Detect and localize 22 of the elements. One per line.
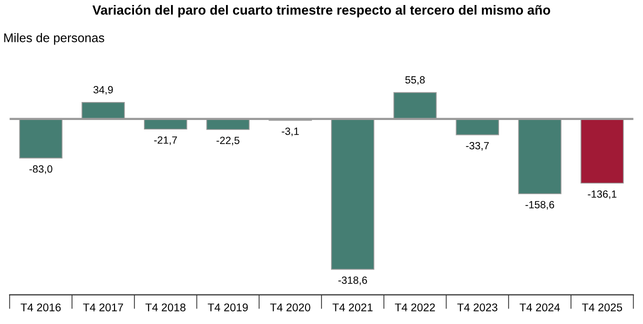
x-tick-label: T4 2017 <box>83 303 124 312</box>
x-tick-label: T4 2020 <box>270 303 310 312</box>
data-label: 34,9 <box>93 86 113 95</box>
data-label: -318,6 <box>338 276 367 286</box>
data-label: -33,7 <box>466 142 489 151</box>
data-label: -21,7 <box>154 136 177 145</box>
data-label: -158,6 <box>525 200 554 210</box>
x-tick-label: T4 2018 <box>145 303 186 312</box>
y-axis-title: Miles de personas <box>4 33 104 45</box>
x-tick-label: T4 2023 <box>457 303 498 312</box>
x-tick-label: T4 2025 <box>582 303 622 312</box>
x-tick-label: T4 2016 <box>20 303 61 312</box>
x-tick-label: T4 2021 <box>332 303 373 312</box>
data-label: 55,8 <box>405 76 425 85</box>
chart-title: Variación del paro del cuarto trimestre respecto al tercero del mismo año <box>92 4 550 18</box>
data-label: -83,0 <box>29 165 52 174</box>
data-label: -22,5 <box>216 136 240 146</box>
x-tick-label: T4 2022 <box>394 303 435 312</box>
x-tick-label: T4 2024 <box>520 303 560 312</box>
data-label: -3,1 <box>282 128 299 136</box>
data-label: -136,1 <box>588 190 616 199</box>
x-tick-label: T4 2019 <box>208 303 248 312</box>
